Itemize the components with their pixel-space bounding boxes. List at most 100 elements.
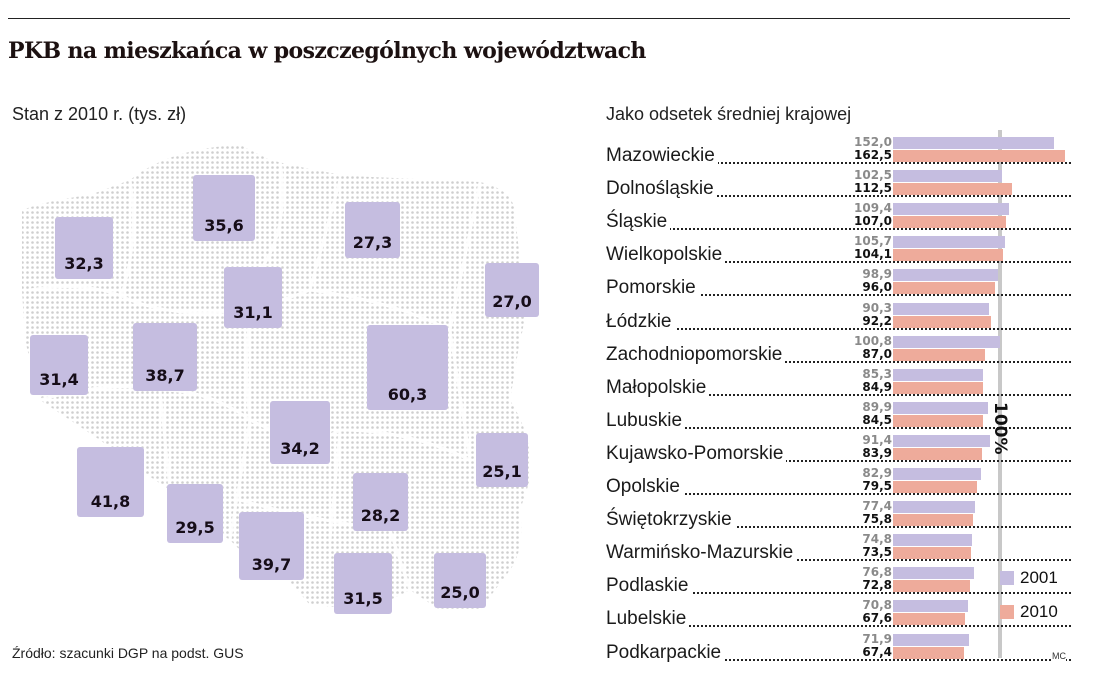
bar-2010 [893, 315, 991, 328]
value-2001: 152,0 [854, 135, 892, 149]
value-2010: 87,0 [862, 346, 892, 361]
value-2001: 100,8 [854, 333, 892, 348]
chart-row: Łódzkie 90,3 92,2 [600, 300, 1071, 333]
bar-2001 [893, 236, 1006, 249]
map-region-value: 28,2 [353, 473, 408, 531]
category-label: Wielkopolskie [606, 245, 726, 266]
bar-2001 [893, 269, 998, 282]
bar-2010 [893, 348, 986, 361]
legend-item: 2001 [1000, 568, 1060, 588]
map-region-value: 31,4 [30, 335, 88, 395]
bar-2001 [893, 302, 989, 315]
value-2001: 76,8 [862, 565, 892, 580]
top-rule [8, 18, 1070, 19]
value-2010: 67,6 [862, 611, 892, 626]
dotted-leader [606, 327, 1071, 330]
value-2001: 82,9 [862, 466, 892, 480]
map-region-value: 29,5 [167, 484, 223, 543]
legend-label: 2001 [1018, 568, 1060, 588]
chart-row: Dolnośląskie 102,5 112,5 [600, 167, 1071, 200]
bar-chart: Mazowieckie 152,0 162,5 Dolnośląskie 102,5 11… [600, 130, 1080, 670]
value-2001: 91,4 [862, 432, 892, 447]
bar-2010 [893, 481, 978, 493]
category-label: Opolskie [606, 477, 683, 497]
value-2010: 107,0 [854, 214, 892, 229]
bars-subtitle: Jako odsetek średniej krajowej [606, 104, 852, 124]
map-region-value: 32,3 [55, 217, 113, 279]
chart-row: Opolskie 82,9 79,5 [600, 465, 1071, 498]
category-label: Warmińsko-Mazurskie [606, 543, 797, 564]
map-region-value: 27,0 [485, 263, 539, 317]
map-region-value: 25,0 [434, 553, 486, 608]
value-2010: 67,4 [862, 644, 892, 659]
dotted-leader [606, 393, 1071, 396]
map-region-value: 41,8 [77, 447, 144, 517]
category-label: Świętokrzyskie [606, 510, 735, 531]
value-2001: 74,8 [862, 532, 892, 547]
bar-2010 [893, 216, 1007, 229]
chart-row: Lubuskie 89,9 84,5 [600, 399, 1071, 432]
bar-2010 [893, 613, 965, 626]
category-label: Podkarpackie [606, 642, 725, 663]
bar-2001 [893, 170, 1002, 183]
value-2010: 162,5 [854, 148, 892, 162]
bar-2001 [893, 434, 990, 447]
chart-row: Podlaskie 76,8 72,8 [600, 564, 1071, 597]
bar-2001 [893, 368, 984, 381]
dotted-leader [606, 625, 1071, 628]
value-2001: 89,9 [862, 399, 892, 414]
bar-2010 [893, 580, 971, 593]
dotted-leader [606, 526, 1071, 529]
bar-2010 [893, 150, 1066, 162]
value-2001: 85,3 [862, 366, 892, 381]
chart-row: Zachodniopomorskie 100,8 87,0 [600, 333, 1071, 366]
chart-row: Małopolskie 85,3 84,9 [600, 366, 1071, 399]
dotted-leader [606, 162, 1071, 164]
dotted-leader [606, 592, 1071, 595]
chart-row: Śląskie 109,4 107,0 [600, 200, 1071, 233]
value-2010: 104,1 [854, 247, 892, 262]
value-2010: 84,5 [862, 412, 892, 427]
dotted-leader [606, 493, 1071, 495]
author-credit: MC [1052, 651, 1066, 661]
map-region-value: 31,1 [224, 267, 282, 328]
bar-2010 [893, 514, 974, 527]
dotted-leader [606, 228, 1071, 231]
bar-2010 [893, 414, 983, 427]
legend-item: 2010 [1000, 602, 1060, 622]
category-label: Dolnośląskie [606, 179, 717, 200]
value-2001: 98,9 [862, 267, 892, 282]
bar-2001 [893, 137, 1055, 149]
legend-label: 2010 [1018, 602, 1060, 622]
value-2010: 84,9 [862, 379, 892, 394]
value-2010: 92,2 [862, 313, 892, 328]
map-region-value: 60,3 [367, 325, 448, 410]
chart-row: Świętokrzyskie 77,4 75,8 [600, 498, 1071, 531]
poland-map: 32,3 35,6 27,3 27,0 31,1 31,4 38,7 60,3 34,2 25,1… [10, 140, 550, 640]
dotted-leader [606, 426, 1071, 429]
category-label: Łódzkie [606, 311, 675, 332]
chart-row: Wielkopolskie 105,7 104,1 [600, 233, 1071, 266]
value-2010: 79,5 [862, 479, 892, 493]
bar-2010 [893, 381, 983, 394]
chart-row: Mazowieckie 152,0 162,5 [600, 134, 1071, 167]
bar-2001 [893, 534, 973, 547]
value-2001: 77,4 [862, 499, 892, 514]
dotted-leader [606, 459, 1071, 462]
category-label: Zachodniopomorskie [606, 344, 786, 365]
bar-2001 [893, 567, 975, 580]
bar-2001 [893, 335, 1000, 348]
map-region-value: 27,3 [345, 202, 400, 258]
reference-label: 100% [990, 402, 1010, 455]
map-region-value: 25,1 [476, 433, 528, 487]
category-label: Lubuskie [606, 410, 686, 431]
value-2001: 71,9 [862, 631, 892, 646]
value-2010: 83,9 [862, 445, 892, 460]
value-2001: 90,3 [862, 300, 892, 315]
source-note: Źródło: szacunki DGP na podst. GUS [12, 645, 244, 661]
map-subtitle: Stan z 2010 r. (tys. zł) [12, 104, 187, 124]
map-region-value: 39,7 [239, 512, 304, 580]
bar-2001 [893, 501, 976, 514]
dotted-leader [606, 261, 1071, 264]
map-region-value: 35,6 [193, 175, 255, 241]
